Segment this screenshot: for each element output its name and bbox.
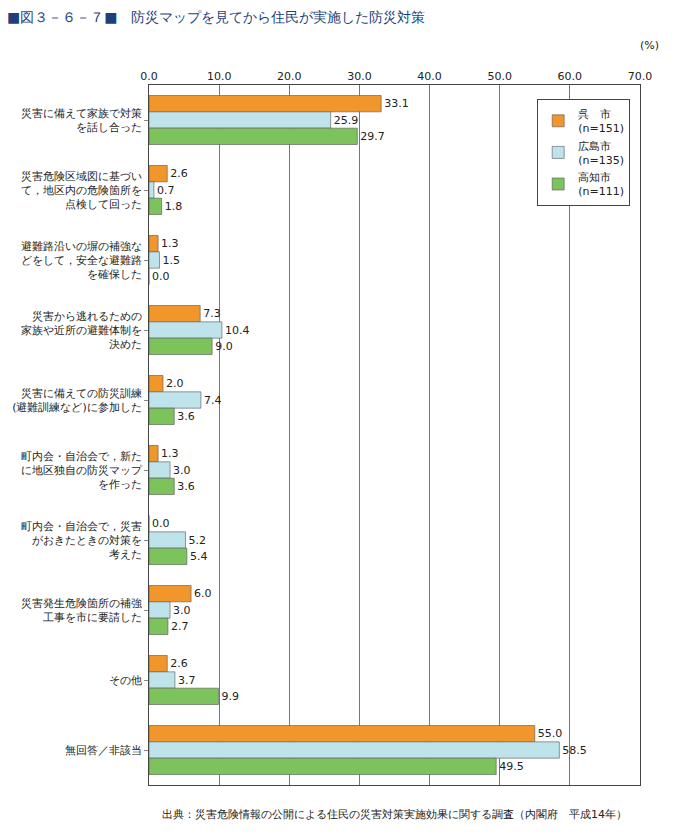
- svg-text:災害発生危険箇所の補強工事を市に要請した: 災害発生危険箇所の補強工事を市に要請した: [21, 597, 142, 624]
- svg-text:3.7: 3.7: [178, 674, 196, 687]
- svg-text:0.0: 0.0: [140, 70, 158, 83]
- svg-text:1.3: 1.3: [161, 447, 179, 460]
- svg-text:1.8: 1.8: [165, 200, 183, 213]
- svg-text:10.4: 10.4: [225, 324, 250, 337]
- svg-text:6.0: 6.0: [194, 587, 212, 600]
- svg-text:5.4: 5.4: [190, 550, 208, 563]
- svg-text:9.9: 9.9: [221, 690, 239, 703]
- svg-text:0.0: 0.0: [152, 517, 170, 530]
- svg-text:33.1: 33.1: [384, 97, 409, 110]
- svg-text:0.7: 0.7: [157, 184, 175, 197]
- svg-text:2.0: 2.0: [166, 377, 184, 390]
- svg-text:29.7: 29.7: [360, 130, 385, 143]
- svg-text:7.4: 7.4: [204, 394, 222, 407]
- svg-text:55.0: 55.0: [538, 727, 563, 740]
- svg-text:1.3: 1.3: [161, 237, 179, 250]
- svg-text:その他: その他: [109, 674, 142, 687]
- svg-text:3.0: 3.0: [173, 464, 191, 477]
- svg-text:出典：災害危険情報の公開による住民の災害対策実施効果に関する: 出典：災害危険情報の公開による住民の災害対策実施効果に関する調査（内閣府 平成1…: [162, 808, 627, 821]
- svg-text:58.5: 58.5: [562, 744, 587, 757]
- svg-text:広島市(n=135): 広島市(n=135): [578, 140, 624, 167]
- svg-text:40.0: 40.0: [417, 70, 442, 83]
- svg-text:災害から逃れるための家族や近所の避難体制を決めた: 災害から逃れるための家族や近所の避難体制を決めた: [21, 310, 142, 352]
- svg-text:(%): (%): [640, 39, 659, 52]
- svg-text:5.2: 5.2: [188, 534, 206, 547]
- svg-text:3.6: 3.6: [177, 410, 195, 423]
- svg-text:町内会・自治会で，災害がおきたときの対策を考えた: 町内会・自治会で，災害がおきたときの対策を考えた: [21, 520, 142, 562]
- svg-text:1.5: 1.5: [163, 254, 181, 267]
- svg-text:災害危険区域図に基づいて，地区内の危険箇所を点検して回った: 災害危険区域図に基づいて，地区内の危険箇所を点検して回った: [21, 170, 142, 212]
- svg-text:避難路沿いの塀の補強などをして，安全な避難路を確保した: 避難路沿いの塀の補強などをして，安全な避難路を確保した: [21, 240, 142, 282]
- svg-text:20.0: 20.0: [277, 70, 302, 83]
- svg-text:災害に備えて家族で対策を話し合った: 災害に備えて家族で対策を話し合った: [21, 107, 142, 134]
- svg-text:10.0: 10.0: [207, 70, 232, 83]
- svg-text:町内会・自治会で，新たに地区独自の防災マップを作った: 町内会・自治会で，新たに地区独自の防災マップを作った: [21, 450, 143, 492]
- svg-text:3.6: 3.6: [177, 480, 195, 493]
- svg-text:70.0: 70.0: [628, 70, 653, 83]
- svg-text:災害に備えての防災訓練(避難訓練など)に参加した: 災害に備えての防災訓練(避難訓練など)に参加した: [12, 387, 142, 414]
- svg-text:60.0: 60.0: [558, 70, 583, 83]
- svg-text:30.0: 30.0: [347, 70, 372, 83]
- svg-text:49.5: 49.5: [499, 760, 523, 773]
- svg-text:2.7: 2.7: [171, 620, 189, 633]
- svg-text:無回答／非該当: 無回答／非該当: [65, 744, 142, 757]
- svg-text:■図３－６－７■ 防災マップを見てから住民が実施した防災対策: ■図３－６－７■ 防災マップを見てから住民が実施した防災対策: [7, 9, 425, 25]
- svg-text:9.0: 9.0: [215, 340, 233, 353]
- svg-text:高知市(n=111): 高知市(n=111): [578, 171, 624, 198]
- svg-text:0.0: 0.0: [152, 270, 170, 283]
- svg-text:50.0: 50.0: [487, 70, 512, 83]
- svg-text:7.3: 7.3: [203, 307, 221, 320]
- svg-text:25.9: 25.9: [334, 114, 359, 127]
- svg-text:2.6: 2.6: [170, 657, 187, 670]
- svg-text:呉 市(n=151): 呉 市(n=151): [578, 108, 624, 135]
- svg-text:2.6: 2.6: [170, 167, 187, 180]
- svg-text:3.0: 3.0: [173, 604, 191, 617]
